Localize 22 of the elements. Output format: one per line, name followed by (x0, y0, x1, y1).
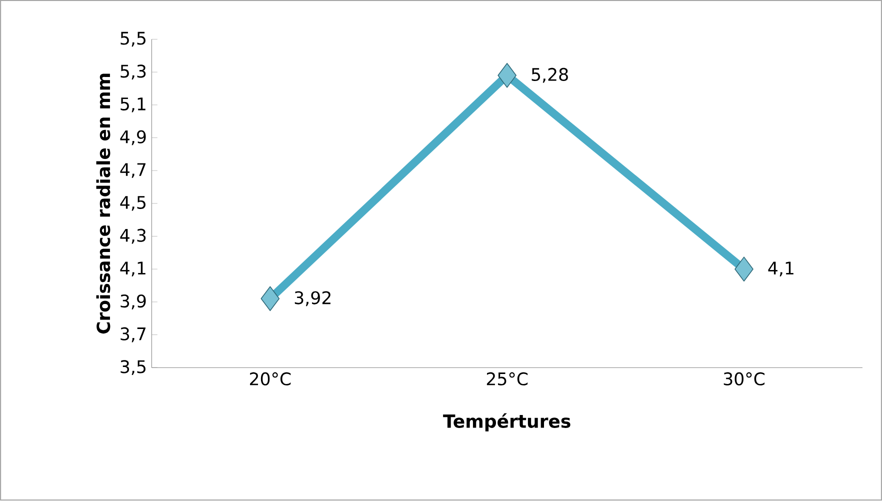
y-tick-label: 5,1 (120, 98, 146, 112)
data-label: 5,28 (532, 68, 568, 83)
point (260, 286, 280, 312)
y-tick-label: 5,5 (120, 32, 146, 47)
y-tick-label: 4,5 (120, 196, 146, 211)
y-tick-label: 4,7 (120, 163, 146, 178)
y-tick-label: 3,7 (120, 328, 146, 342)
x-axis-title: Tempértures (443, 413, 570, 432)
data-label: 3,92 (294, 291, 330, 306)
point (498, 63, 516, 88)
y-tick-label: 3,5 (120, 360, 146, 376)
x-tick-label: 20°C (250, 372, 291, 386)
y-axis-title: Croissance radiale en mm (96, 74, 110, 334)
y-tick-label: 4,3 (120, 229, 146, 244)
x-tick-label: 25°C (486, 372, 528, 386)
y-tick-label: 4,1 (120, 262, 146, 277)
y-tick-label: 5,3 (120, 64, 146, 80)
x-tick-label: 30°C (724, 372, 764, 386)
y-tick-label: 3,9 (120, 294, 146, 310)
point (734, 256, 754, 282)
data-label: 4,1 (768, 262, 794, 277)
y-tick-label: 4,9 (120, 130, 146, 146)
